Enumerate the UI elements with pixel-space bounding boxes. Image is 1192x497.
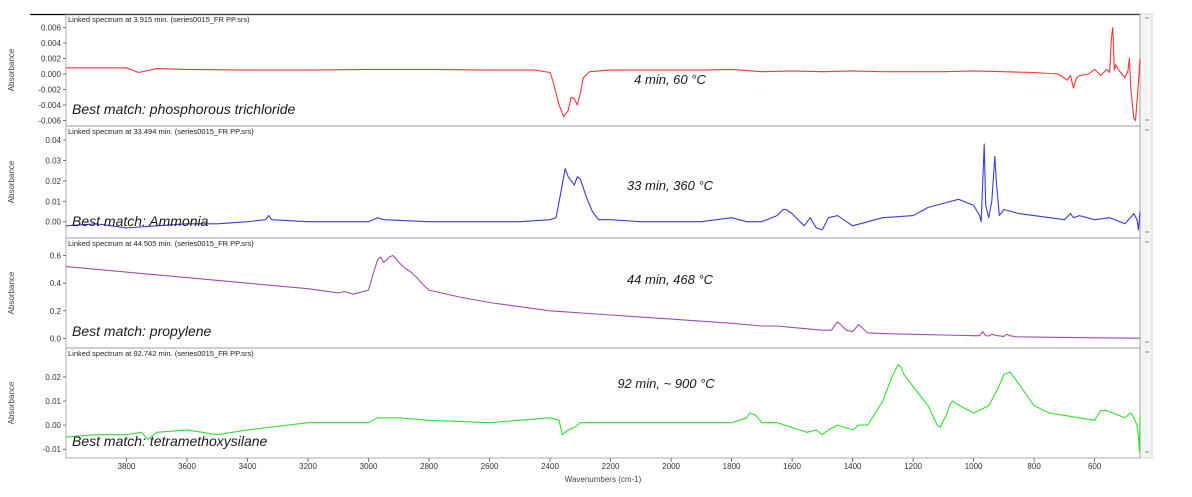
y-tick-label: 0.000 bbox=[41, 70, 62, 79]
panel-frame bbox=[65, 125, 1141, 239]
x-tick-label: 2600 bbox=[481, 462, 499, 471]
x-axis-label: Wavenumbers (cm-1) bbox=[565, 475, 642, 484]
best-match-label: Best match: tetramethoxysilane bbox=[72, 433, 268, 449]
y-tick-label: -0.004 bbox=[38, 101, 61, 110]
y-tick-label: 0.00 bbox=[45, 421, 61, 430]
x-tick-label: 3800 bbox=[118, 462, 136, 471]
panel-header: Linked spectrum at 3.915 min. (series001… bbox=[68, 15, 250, 24]
x-tick-label: 1600 bbox=[783, 462, 801, 471]
spectrum-panel-4 bbox=[63, 347, 1149, 459]
x-tick-label: 3200 bbox=[299, 462, 317, 471]
x-tick-label: 1000 bbox=[965, 462, 983, 471]
x-tick-label: 1200 bbox=[904, 462, 922, 471]
spectrum-line bbox=[65, 254, 1141, 339]
y-axis-label: Absorbance bbox=[7, 48, 16, 91]
condition-label: 44 min, 468 °C bbox=[627, 272, 714, 287]
y-tick-label: 0.03 bbox=[45, 156, 61, 165]
condition-label: 92 min, ~ 900 °C bbox=[617, 376, 715, 391]
x-tick-label: 1800 bbox=[723, 462, 741, 471]
y-tick-label: 0.02 bbox=[45, 177, 61, 186]
y-tick-label: 0.4 bbox=[50, 279, 62, 288]
y-tick-label: 0.6 bbox=[50, 252, 62, 261]
spectrum-panel-3 bbox=[63, 237, 1149, 349]
spectrum-line bbox=[66, 26, 1141, 122]
y-tick-label: 0.002 bbox=[41, 55, 62, 64]
best-match-label: Best match: phosphorous trichloride bbox=[72, 101, 296, 117]
y-tick-label: 0.2 bbox=[50, 307, 62, 316]
condition-label: 4 min, 60 °C bbox=[634, 72, 706, 87]
y-tick-label: -0.006 bbox=[38, 116, 61, 125]
y-tick-label: 0.006 bbox=[41, 24, 62, 33]
best-match-label: Best match: propylene bbox=[72, 323, 212, 339]
panel-frame bbox=[65, 237, 1141, 349]
spectrum-line bbox=[65, 364, 1141, 453]
spectrum-panel-2 bbox=[63, 125, 1149, 239]
panel-header: Linked spectrum at 33.494 min. (series00… bbox=[68, 127, 254, 136]
x-tick-label: 2000 bbox=[662, 462, 680, 471]
panel-header: Linked spectrum at 44.505 min. (series00… bbox=[68, 239, 254, 248]
x-tick-label: 3600 bbox=[178, 462, 196, 471]
y-axis-label: Absorbance bbox=[7, 160, 16, 203]
y-tick-label: 0.004 bbox=[41, 39, 62, 48]
x-tick-label: 1400 bbox=[844, 462, 862, 471]
y-axis-label: Absorbance bbox=[7, 381, 16, 424]
y-tick-label: 0.01 bbox=[45, 397, 61, 406]
y-tick-label: 0.02 bbox=[45, 373, 61, 382]
y-tick-label: -0.01 bbox=[43, 445, 62, 454]
y-tick-label: 0.01 bbox=[45, 197, 61, 206]
x-tick-label: 3000 bbox=[360, 462, 378, 471]
x-tick-label: 3400 bbox=[239, 462, 257, 471]
y-tick-label: 0.00 bbox=[45, 218, 61, 227]
best-match-label: Best match: Ammonia bbox=[72, 213, 209, 229]
x-tick-label: 2800 bbox=[420, 462, 438, 471]
x-tick-label: 2400 bbox=[541, 462, 559, 471]
panel-frame bbox=[65, 347, 1141, 459]
y-tick-label: 0.0 bbox=[50, 334, 62, 343]
spectrum-line bbox=[65, 143, 1141, 231]
y-axis-label: Absorbance bbox=[7, 271, 16, 314]
side-scroll-rail bbox=[1139, 13, 1153, 459]
condition-label: 33 min, 360 °C bbox=[627, 178, 714, 193]
x-tick-label: 800 bbox=[1027, 462, 1041, 471]
x-tick-label: 600 bbox=[1088, 462, 1102, 471]
y-tick-label: 0.04 bbox=[45, 136, 61, 145]
y-tick-label: -0.002 bbox=[38, 85, 61, 94]
panel-header: Linked spectrum at 92.742 min. (series00… bbox=[68, 349, 254, 358]
x-tick-label: 2200 bbox=[602, 462, 620, 471]
